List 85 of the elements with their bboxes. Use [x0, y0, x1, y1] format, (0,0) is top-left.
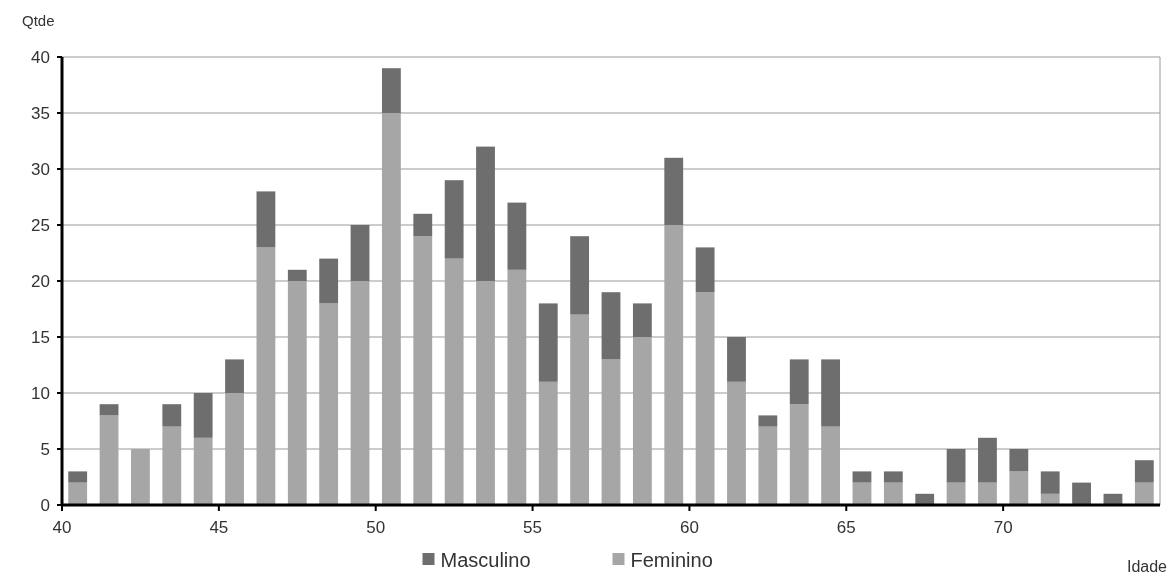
bar	[821, 426, 841, 505]
bar	[319, 258, 339, 304]
y-axis-title: Qtde	[22, 12, 55, 29]
bar	[256, 191, 276, 248]
bar	[413, 213, 433, 237]
bar	[789, 359, 809, 405]
bar	[978, 437, 997, 483]
bar	[727, 337, 746, 382]
bar	[758, 415, 778, 427]
x-tick-label: 70	[993, 518, 1013, 537]
bar	[193, 437, 213, 505]
bar	[1040, 493, 1060, 505]
bar	[695, 247, 715, 293]
x-tick-label: 50	[366, 518, 386, 537]
bar	[852, 471, 872, 483]
bar	[381, 113, 401, 505]
y-tick-label: 40	[31, 47, 50, 67]
bar	[632, 337, 652, 505]
x-tick-label: 55	[523, 518, 543, 537]
bar	[1040, 471, 1060, 494]
bar	[946, 449, 966, 483]
bar	[1009, 471, 1029, 505]
bar	[131, 449, 150, 505]
bar	[413, 236, 433, 505]
bar	[695, 292, 715, 505]
legend-label: Masculino	[440, 549, 531, 571]
bar	[570, 314, 590, 505]
bar	[162, 404, 182, 427]
x-tick-label: 60	[679, 518, 699, 537]
x-tick-label: 65	[836, 518, 856, 537]
y-tick-label: 5	[40, 439, 50, 459]
bar	[1134, 482, 1154, 505]
bar	[225, 393, 244, 505]
bar	[1072, 482, 1091, 505]
bar	[99, 415, 119, 505]
bar	[476, 281, 495, 505]
bar	[1009, 449, 1029, 472]
bar	[256, 247, 276, 505]
bar	[507, 202, 527, 270]
bar	[507, 269, 527, 505]
bar	[852, 482, 872, 505]
bar	[162, 426, 182, 505]
y-tick-label: 0	[40, 495, 50, 515]
y-tick-label: 30	[31, 159, 50, 179]
x-axis-title: Idade	[1126, 558, 1168, 575]
bar	[570, 236, 590, 315]
bar	[287, 269, 307, 281]
legend-label: Feminino	[630, 549, 713, 571]
bar	[978, 482, 997, 505]
bar	[381, 68, 401, 113]
bar	[883, 482, 903, 505]
bar	[1134, 460, 1154, 483]
bar	[99, 404, 119, 416]
bar	[444, 180, 464, 259]
bar	[727, 381, 746, 505]
y-tick-label: 20	[31, 271, 50, 291]
bar	[758, 426, 778, 505]
bar	[601, 359, 621, 505]
bar	[68, 482, 88, 505]
bar	[915, 493, 935, 505]
bar	[225, 359, 244, 393]
bar	[319, 303, 339, 505]
y-tick-label: 15	[31, 327, 50, 347]
bar	[632, 303, 652, 337]
bar	[287, 281, 307, 505]
x-tick-label: 45	[209, 518, 229, 537]
y-tick-label: 10	[31, 383, 50, 403]
bar	[664, 157, 684, 225]
bar	[68, 471, 88, 483]
y-tick-label: 25	[31, 215, 50, 235]
bar	[193, 393, 213, 438]
bar	[883, 471, 903, 483]
bar	[538, 303, 558, 382]
bar	[946, 482, 966, 505]
bar	[444, 258, 464, 505]
bar	[350, 225, 370, 281]
bar	[664, 225, 684, 505]
bar	[789, 404, 809, 505]
x-tick-label: 40	[52, 518, 72, 537]
bar	[476, 146, 495, 281]
bar	[538, 381, 558, 505]
bar	[350, 281, 370, 505]
bar	[601, 292, 621, 360]
bar	[821, 359, 841, 427]
y-tick-label: 35	[31, 103, 50, 123]
